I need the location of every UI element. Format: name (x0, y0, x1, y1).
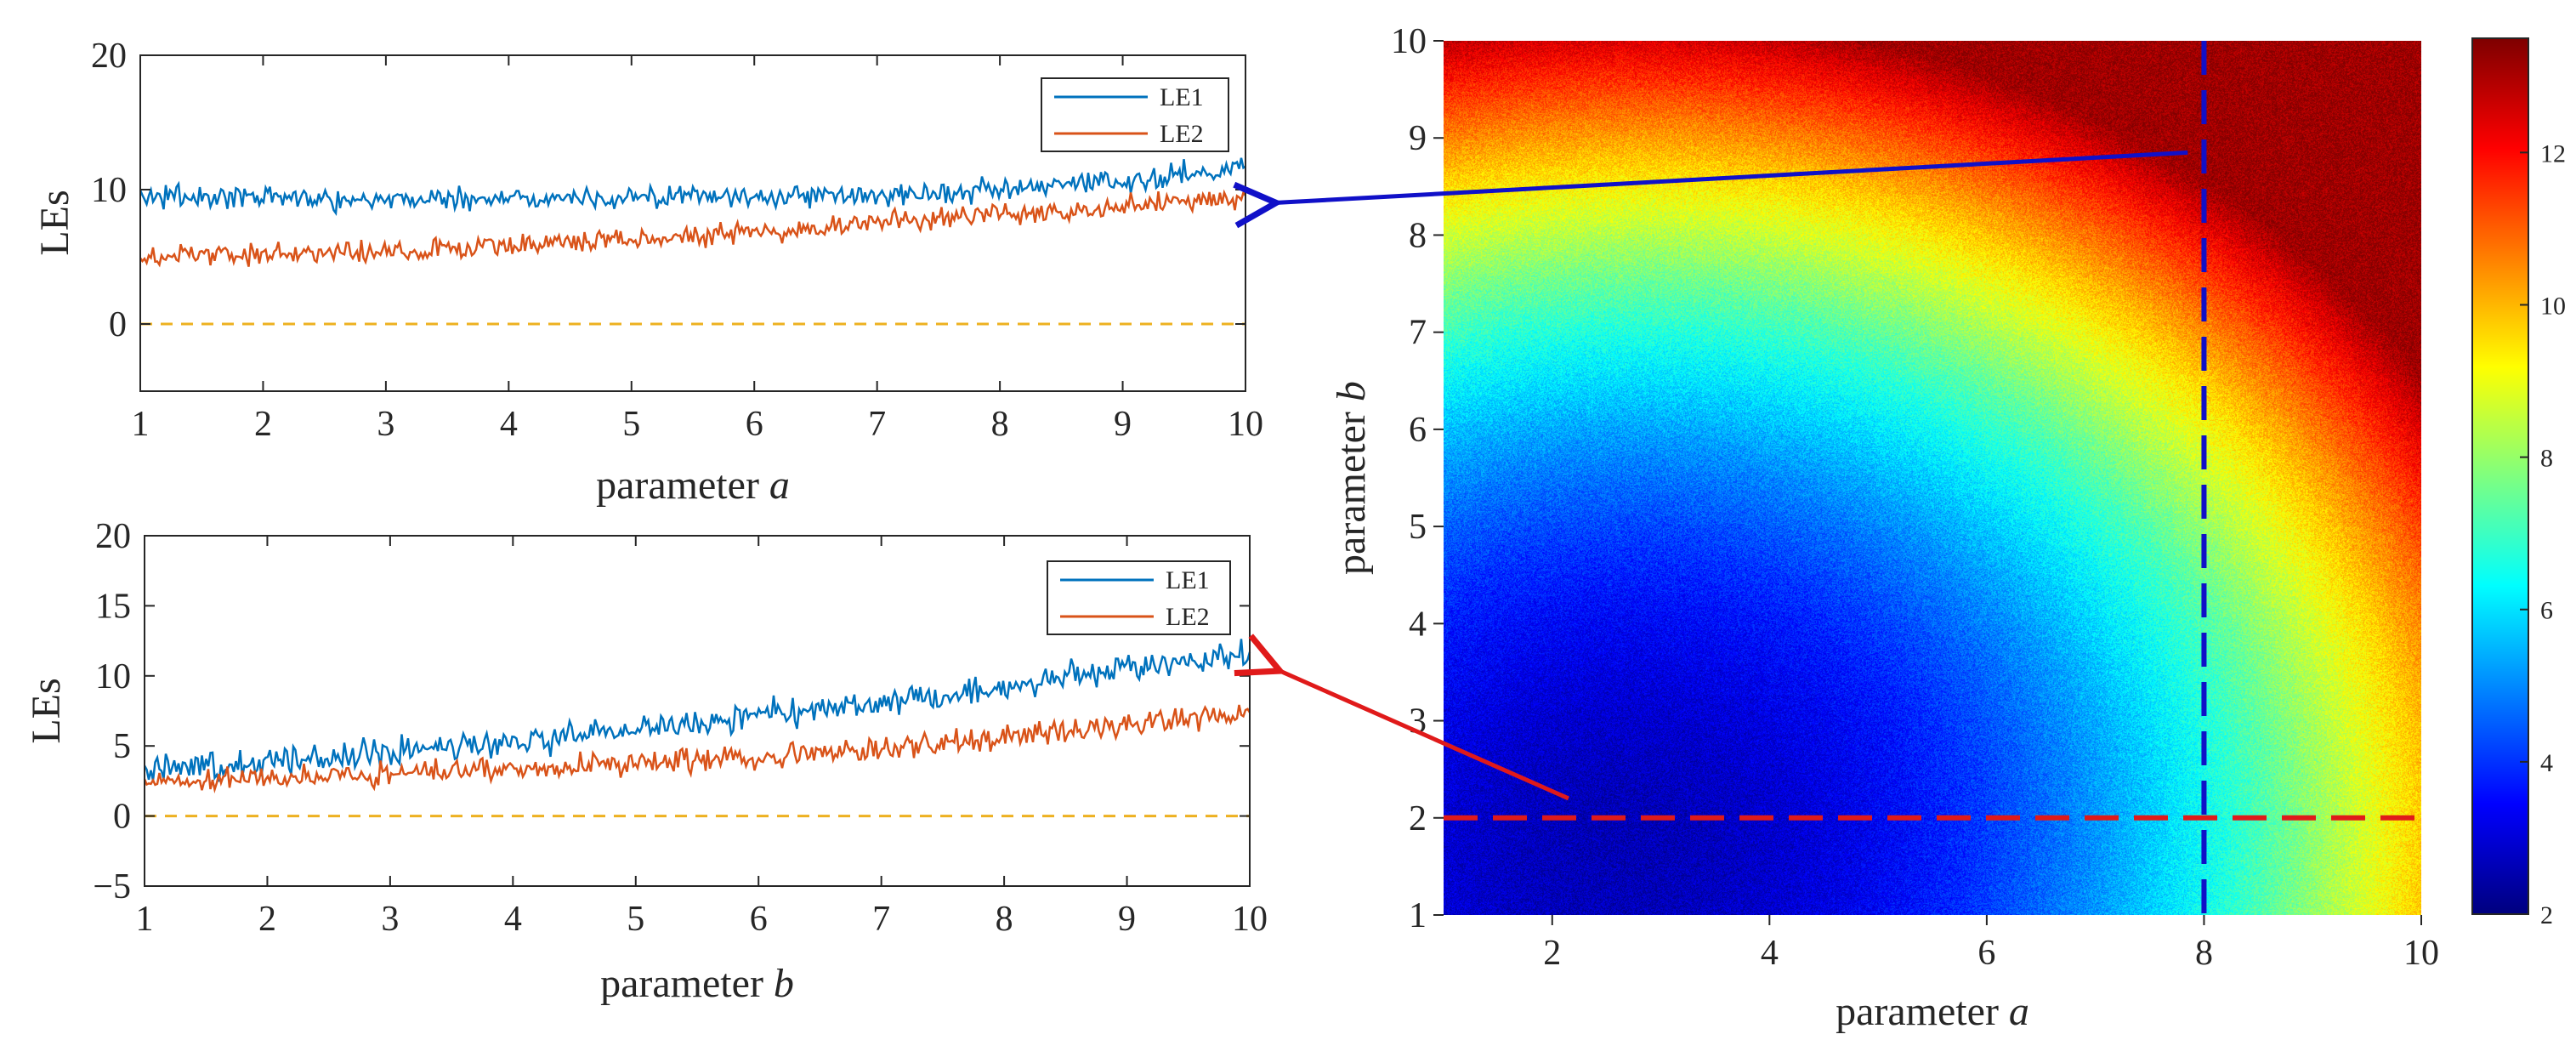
heatmap-ytick-label-9: 9 (1409, 119, 1427, 158)
bottom-series-le2 (143, 704, 1251, 794)
bottom-xtick-label-4: 4 (504, 900, 522, 939)
bottom-xtick-label-3: 3 (381, 900, 399, 939)
top-legend-le1-label: LE1 (1160, 83, 1204, 111)
colorbar: 2 4 6 8 10 12 (2471, 37, 2566, 929)
bottom-legend-le2-label: LE2 (1166, 603, 1210, 631)
top-xlabel-var: a (769, 463, 790, 508)
red-arrow (1275, 669, 1569, 801)
bottom-line-chart: 1 2 3 4 5 6 7 8 9 10 −5 0 5 10 15 20 LEs parameter b L… (24, 517, 1268, 1006)
heatmap-xtick-label-2: 2 (1543, 934, 1561, 973)
heatmap-ytick-label-1: 1 (1409, 896, 1427, 935)
top-xlabel-prefix: parameter (596, 463, 769, 508)
bottom-axes-box (144, 535, 1251, 887)
heatmap-ytick-label-7: 7 (1409, 314, 1427, 353)
bottom-x-axis-ticks: 1 2 3 4 5 6 7 8 9 10 (136, 536, 1268, 939)
heatmap-xtick-label-6: 6 (1977, 934, 1995, 973)
heatmap-xlabel-prefix: parameter (1836, 989, 2009, 1034)
heatmap-x-axis-ticks: 2 4 6 8 10 (1543, 915, 2439, 973)
top-xtick-label-2: 2 (254, 405, 272, 444)
bottom-xtick-label-9: 9 (1118, 900, 1136, 939)
bottom-ytick-label-4: 15 (95, 587, 131, 626)
bottom-y-axis-ticks: −5 0 5 10 15 20 (93, 517, 1250, 906)
colorbar-gradient (2472, 38, 2528, 914)
bottom-ytick-label-5: 20 (95, 517, 131, 556)
bottom-xtick-label-6: 6 (750, 900, 768, 939)
bottom-legend: LE1 LE2 (1047, 560, 1231, 635)
bottom-ytick-label-1: 0 (113, 798, 131, 837)
heatmap-ytick-label-8: 8 (1409, 216, 1427, 255)
top-xtick-label-10: 10 (1228, 405, 1263, 444)
bottom-xlabel-var: b (774, 961, 794, 1006)
bottom-ylabel: LEs (24, 678, 69, 743)
heatmap-ytick-label-2: 2 (1409, 799, 1427, 838)
heatmap-xlabel: parameter a (1836, 989, 2029, 1034)
bottom-ytick-label-3: 10 (95, 657, 131, 696)
top-y-axis-ticks: 0 10 20 (91, 37, 1245, 344)
top-xtick-label-3: 3 (377, 405, 394, 444)
colorbar-tick-label-4: 4 (2540, 749, 2553, 777)
top-series-le1 (139, 157, 1246, 217)
colorbar-tick-label-6: 6 (2540, 597, 2553, 625)
heatmap-ytick-label-5: 5 (1409, 508, 1427, 547)
heatmap-ylabel: parameter b (1329, 381, 1374, 575)
top-xtick-label-9: 9 (1114, 405, 1132, 444)
bottom-xtick-label-8: 8 (996, 900, 1013, 939)
top-xtick-label-1: 1 (132, 405, 150, 444)
bottom-xlabel: parameter b (600, 961, 794, 1006)
bottom-xtick-label-5: 5 (627, 900, 644, 939)
top-ytick-label-1: 10 (91, 171, 127, 210)
top-xlabel: parameter a (596, 463, 790, 508)
top-ylabel: LEs (32, 190, 77, 255)
colorbar-tick-label-10: 10 (2540, 292, 2566, 320)
colorbar-frame (2471, 37, 2529, 915)
colorbar-tick-label-8: 8 (2540, 445, 2553, 473)
blue-arrow (1271, 150, 2188, 202)
bottom-series-le1 (143, 639, 1251, 782)
heatmap-ylabel-prefix: parameter (1329, 401, 1374, 575)
bottom-xtick-label-2: 2 (258, 900, 276, 939)
colorbar-tick-label-12: 12 (2540, 139, 2566, 168)
bottom-legend-box (1047, 560, 1231, 635)
heatmap-image (1444, 41, 2421, 915)
bottom-xtick-label-7: 7 (872, 900, 890, 939)
heatmap-ylabel-var: b (1329, 381, 1374, 401)
top-xtick-label-8: 8 (991, 405, 1009, 444)
top-xtick-label-4: 4 (500, 405, 518, 444)
top-legend-box (1041, 77, 1229, 152)
top-legend-le2-label: LE2 (1160, 120, 1204, 148)
top-ytick-label-0: 0 (109, 305, 127, 344)
heatmap-ytick-label-4: 4 (1409, 605, 1427, 644)
heatmap-xtick-label-4: 4 (1761, 934, 1779, 973)
top-xtick-label-6: 6 (746, 405, 763, 444)
bottom-xtick-label-1: 1 (136, 900, 154, 939)
top-x-axis-ticks: 1 2 3 4 5 6 7 8 9 10 (132, 55, 1263, 444)
bottom-legend-le1-label: LE1 (1166, 566, 1210, 594)
colorbar-ticks: 2 4 6 8 10 12 (2520, 139, 2566, 929)
bottom-ytick-label-0: −5 (93, 867, 131, 906)
top-xtick-label-7: 7 (868, 405, 886, 444)
heatmap-ytick-label-6: 6 (1409, 411, 1427, 450)
bottom-xlabel-prefix: parameter (600, 961, 774, 1006)
colorbar-tick-label-2: 2 (2540, 901, 2553, 929)
top-series-le2 (139, 189, 1247, 268)
bottom-ytick-label-2: 5 (113, 727, 131, 766)
heatmap-xlabel-var: a (2009, 989, 2029, 1034)
top-xtick-label-5: 5 (622, 405, 640, 444)
top-ytick-label-2: 20 (91, 37, 127, 76)
top-line-chart: 1 2 3 4 5 6 7 8 9 10 0 10 20 LEs parameter a LE1 LE… (32, 37, 1263, 508)
bottom-xtick-label-10: 10 (1232, 900, 1268, 939)
heatmap-ytick-label-10: 10 (1391, 22, 1427, 61)
heatmap-xtick-label-8: 8 (2195, 934, 2213, 973)
top-legend: LE1 LE2 (1041, 77, 1229, 152)
heatmap-xtick-label-10: 10 (2403, 934, 2439, 973)
